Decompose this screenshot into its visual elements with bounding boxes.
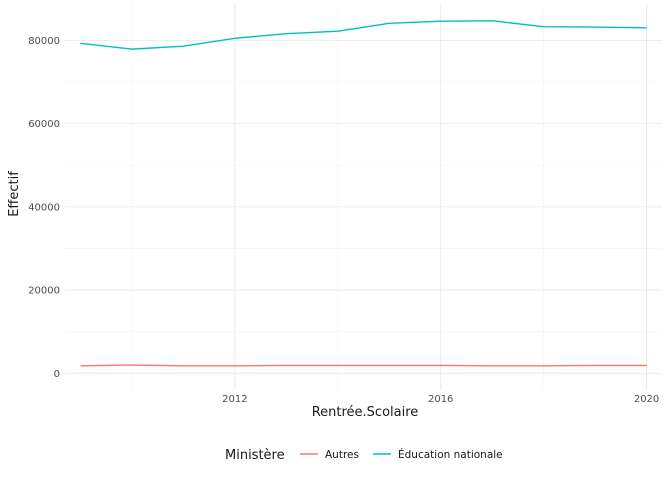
series-line-autres: [80, 364, 647, 367]
minor-gridlines: [65, 5, 662, 390]
legend-title: Ministère: [225, 448, 285, 463]
series-line-education-nationale: [80, 20, 647, 50]
y-tick-label: 40000: [28, 202, 60, 213]
x-axis-title: Rentrée.Scolaire: [312, 405, 419, 420]
y-tick-label: 0: [54, 369, 60, 380]
x-axis-tick-labels: 2012 2016 2020: [222, 394, 659, 405]
y-tick-label: 20000: [28, 286, 60, 297]
x-tick-label: 2020: [634, 394, 659, 405]
y-tick-label: 60000: [28, 119, 60, 130]
legend: Ministère Autres Éducation nationale: [225, 448, 503, 463]
y-tick-label: 80000: [28, 36, 60, 47]
x-tick-label: 2016: [428, 394, 453, 405]
legend-label-education-nationale: Éducation nationale: [398, 448, 503, 461]
y-axis-title: Effectif: [7, 171, 22, 217]
y-axis-tick-labels: 0 20000 40000 60000 80000: [28, 36, 60, 380]
major-gridlines: [65, 5, 662, 390]
legend-label-autres: Autres: [325, 449, 359, 461]
x-tick-label: 2012: [222, 394, 247, 405]
series-lines: [80, 20, 647, 367]
